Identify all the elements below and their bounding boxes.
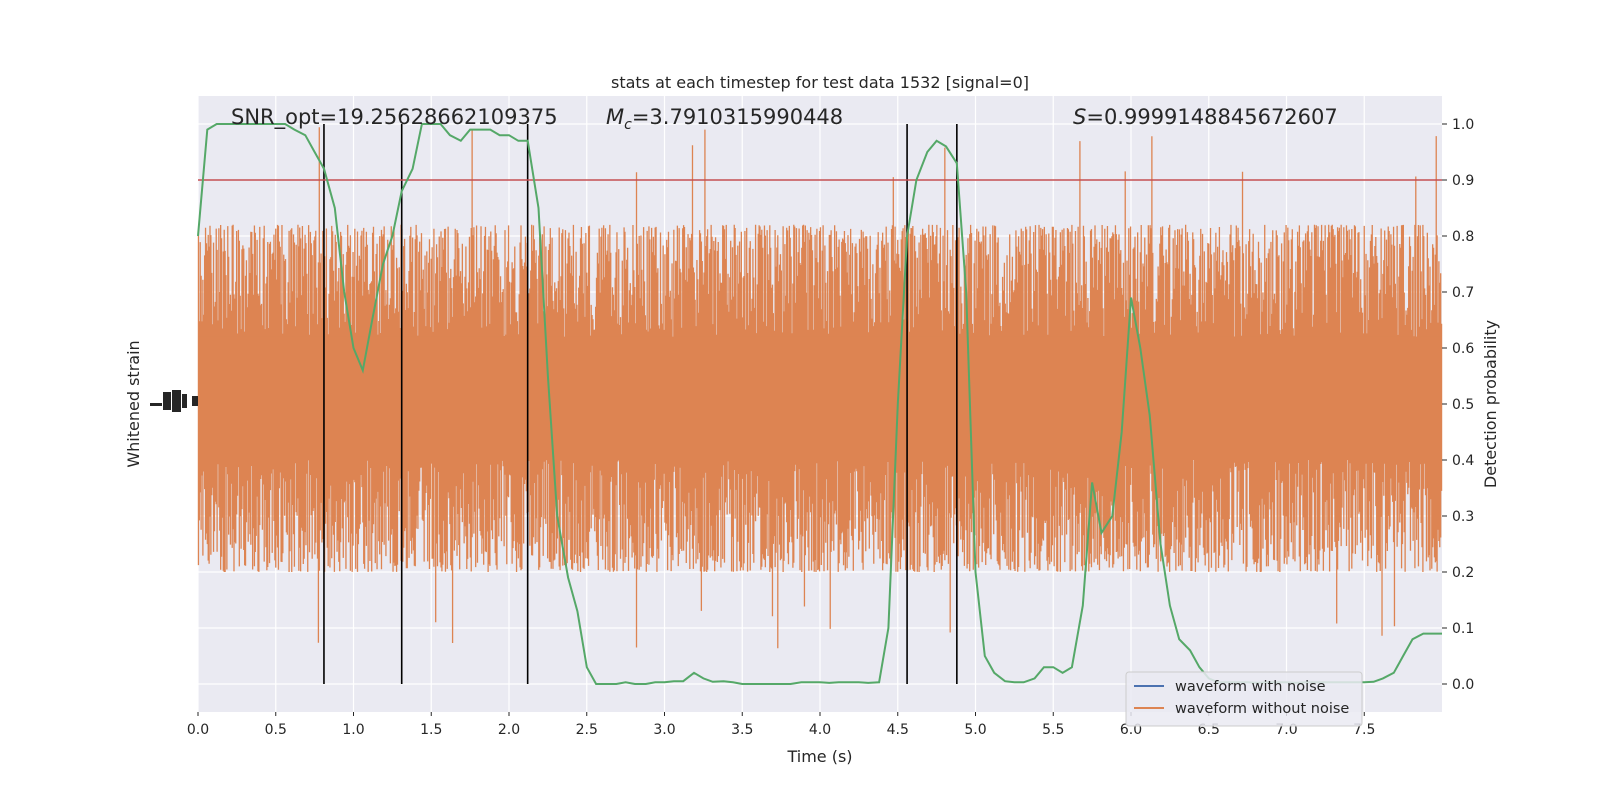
- waveform-core: [198, 336, 1442, 460]
- x-tick-label-11: 5.5: [1042, 722, 1064, 738]
- y-tick-label-1: 0.1: [1452, 621, 1474, 637]
- chart-title: stats at each timestep for test data 153…: [611, 73, 1029, 92]
- legend-label-with-noise: waveform with noise: [1175, 679, 1326, 695]
- y-axis-label-right: Detection probability: [1481, 320, 1500, 488]
- y-tick-label-5: 0.5: [1452, 397, 1474, 413]
- left-axis-glitch: [150, 390, 198, 412]
- x-axis-label: Time (s): [786, 747, 852, 766]
- s-annotation: S=0.9999148845672607: [1073, 105, 1338, 129]
- y-tick-label-3: 0.3: [1452, 509, 1474, 525]
- x-tick-label-3: 1.5: [420, 722, 442, 738]
- snr-annotation: SNR_opt=19.25628662109375: [231, 105, 558, 130]
- x-tick-label-1: 0.5: [265, 722, 287, 738]
- x-tick-label-0: 0.0: [187, 722, 209, 738]
- y-tick-label-7: 0.7: [1452, 285, 1474, 301]
- y-tick-labels-right: 0.0 0.1 0.2 0.3 0.4 0.5 0.6 0.7 0.8 0.9 1.0: [1442, 117, 1474, 693]
- y-tick-label-2: 0.2: [1452, 565, 1474, 581]
- x-tick-label-9: 4.5: [887, 722, 909, 738]
- x-tick-label-7: 3.5: [731, 722, 753, 738]
- x-tick-label-5: 2.5: [576, 722, 598, 738]
- y-tick-label-8: 0.8: [1452, 229, 1474, 245]
- waveform-without-noise-series: [197, 127, 1443, 649]
- y-tick-label-0: 0.0: [1452, 677, 1474, 693]
- x-tick-label-8: 4.0: [809, 722, 831, 738]
- legend-box: [1125, 671, 1363, 727]
- y-tick-label-9: 0.9: [1452, 173, 1474, 189]
- y-tick-label-6: 0.6: [1452, 341, 1474, 357]
- legend: waveform with noise waveform without noi…: [1125, 671, 1363, 727]
- x-tick-label-10: 5.0: [964, 722, 986, 738]
- y-axis-label-left: Whitened strain: [124, 340, 143, 467]
- x-tick-label-4: 2.0: [498, 722, 520, 738]
- y-tick-label-4: 0.4: [1452, 453, 1474, 469]
- legend-label-without-noise: waveform without noise: [1175, 701, 1349, 717]
- detection-lines: [323, 124, 958, 684]
- y-tick-label-10: 1.0: [1452, 117, 1474, 133]
- chirp-mass-annotation: Mc=3.7910315990448: [606, 105, 843, 133]
- x-tick-label-6: 3.0: [653, 722, 675, 738]
- x-tick-label-2: 1.0: [342, 722, 364, 738]
